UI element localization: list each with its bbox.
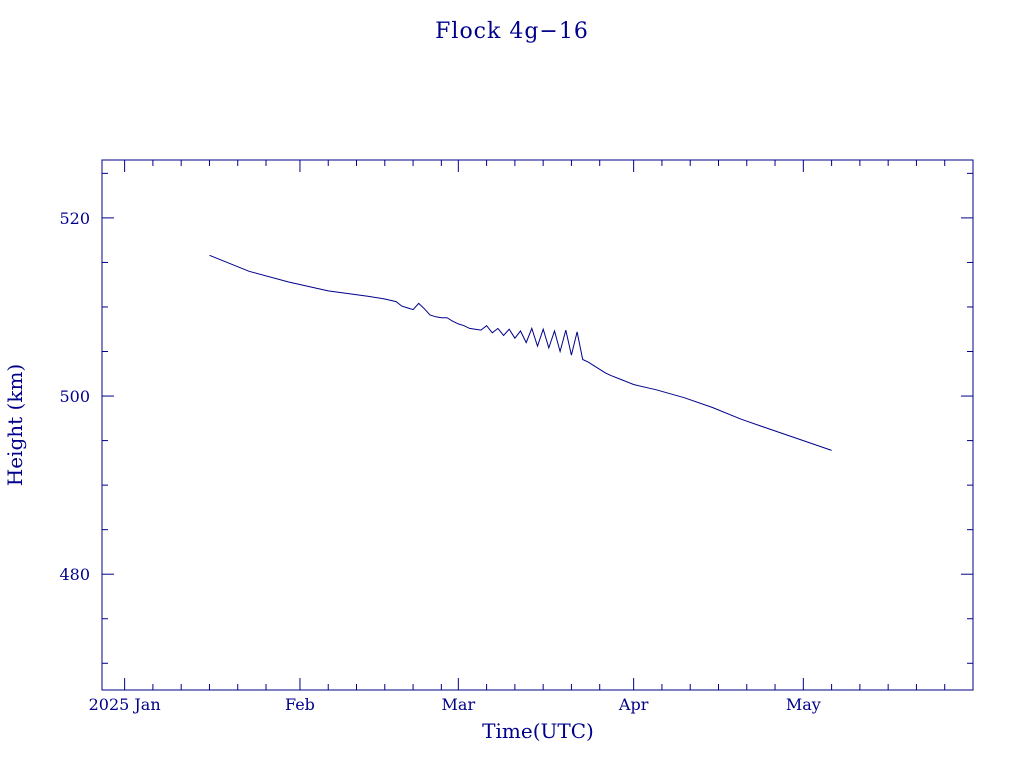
y-tick-label: 520 xyxy=(59,209,90,228)
x-axis-label: Time(UTC) xyxy=(482,719,594,743)
x-tick-label: Feb xyxy=(285,695,315,714)
x-tick-label: May xyxy=(786,695,821,714)
y-tick-label: 500 xyxy=(59,387,90,406)
x-tick-label: Apr xyxy=(618,695,649,714)
x-axis-tick-labels: 2025 Jan Feb Mar Apr May xyxy=(89,695,821,714)
plot-frame xyxy=(101,159,974,691)
x-tick-label: Mar xyxy=(442,695,476,714)
chart-title: Flock 4g−16 xyxy=(435,19,589,44)
height-series-line xyxy=(209,254,832,451)
y-axis-label: Height (km) xyxy=(3,364,27,486)
y-tick-label: 480 xyxy=(59,565,90,584)
y-axis-tick-labels: 480 500 520 xyxy=(59,209,90,584)
y-axis-ticks xyxy=(102,172,973,664)
x-tick-label: 2025 Jan xyxy=(89,695,161,714)
x-axis-ticks xyxy=(124,160,946,690)
